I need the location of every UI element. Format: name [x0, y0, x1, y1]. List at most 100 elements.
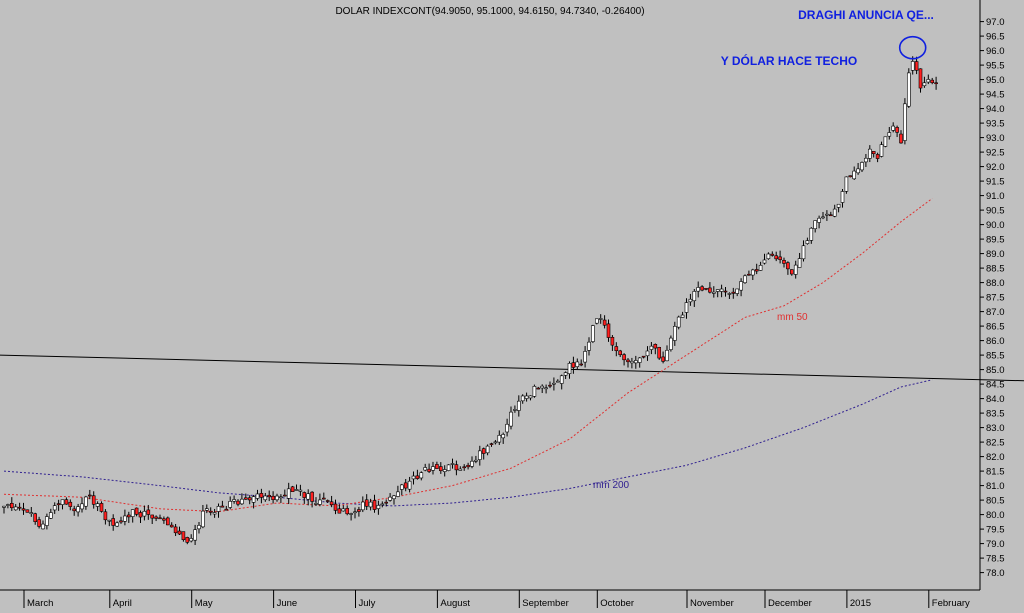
- candle-body-up: [520, 395, 525, 402]
- candle-body-down: [789, 269, 794, 275]
- x-tick-label: June: [277, 598, 298, 608]
- candle-body-up: [832, 208, 837, 217]
- candle-body-up: [29, 512, 34, 514]
- candle-body-up: [396, 491, 400, 497]
- candle-body-up: [711, 291, 716, 294]
- candle-body-up: [825, 213, 829, 216]
- y-tick-label: 84.5: [986, 380, 1005, 391]
- candle-body-down: [704, 288, 708, 290]
- candle-body-up: [388, 496, 392, 501]
- candle-body-up: [212, 512, 217, 515]
- ma50-label: mm 50: [777, 312, 808, 323]
- y-tick-label: 88.0: [986, 278, 1005, 289]
- trendline-layer: [0, 354, 1024, 382]
- candle-body-up: [598, 318, 603, 320]
- y-tick-label: 90.5: [986, 206, 1005, 217]
- y-tick-label: 91.0: [986, 191, 1005, 202]
- y-tick-label: 78.5: [986, 554, 1005, 565]
- candle-body-up: [645, 350, 650, 357]
- candle-body-up: [801, 245, 806, 260]
- candle-body-down: [641, 355, 646, 358]
- candle-body-up: [509, 411, 513, 427]
- candle-body-up: [353, 511, 357, 514]
- candle-body-down: [72, 508, 76, 512]
- candle-body-up: [844, 176, 849, 192]
- candle-body-down: [224, 508, 229, 511]
- candle-body-down: [127, 514, 131, 518]
- candle-body-up: [13, 506, 18, 511]
- trendline: [0, 354, 1024, 382]
- candle-body-down: [754, 269, 759, 272]
- candle-body-up: [411, 475, 416, 480]
- candle-body-up: [52, 505, 57, 511]
- candle-body-up: [41, 523, 45, 530]
- candle-body-up: [856, 168, 860, 174]
- candle-body-up: [575, 361, 580, 367]
- candle-body-down: [68, 501, 73, 507]
- candle-body-up: [380, 503, 385, 506]
- candle-body-down: [21, 508, 26, 511]
- candle-body-down: [786, 262, 790, 270]
- moving-average-layer: [3, 198, 933, 513]
- candle-body-up: [442, 469, 447, 472]
- candle-body-down: [119, 520, 123, 523]
- candle-body-up: [516, 400, 521, 411]
- ma50-line: [3, 198, 933, 513]
- candle-body-down: [770, 253, 775, 256]
- candle-body-up: [532, 386, 537, 397]
- y-tick-label: 83.0: [986, 423, 1005, 434]
- candle-body-up: [279, 496, 283, 499]
- y-tick-label: 80.0: [986, 510, 1005, 521]
- candle-body-up: [216, 506, 221, 512]
- x-tick-label: August: [440, 598, 470, 608]
- candle-body-down: [875, 154, 880, 159]
- candle-body-up: [883, 136, 888, 147]
- candle-body-up: [696, 287, 701, 292]
- candle-body-up: [501, 434, 506, 439]
- candle-body-up: [228, 501, 232, 508]
- candle-body-up: [2, 505, 6, 508]
- candle-body-up: [193, 529, 197, 541]
- y-tick-label: 92.5: [986, 148, 1005, 159]
- candle-body-down: [489, 443, 494, 445]
- candle-body-down: [302, 492, 307, 498]
- candle-body-up: [680, 314, 685, 318]
- candle-body-up: [497, 434, 502, 443]
- candle-body-up: [821, 216, 825, 219]
- candle-body-up: [630, 360, 634, 364]
- candle-body-up: [263, 495, 268, 501]
- candle-body-up: [123, 515, 127, 522]
- candle-body-up: [407, 480, 412, 490]
- candle-body-down: [657, 347, 662, 359]
- candle-body-down: [37, 519, 41, 527]
- candle-body-down: [606, 323, 611, 338]
- candle-body-down: [918, 68, 923, 89]
- candle-body-down: [774, 255, 779, 260]
- candle-body-up: [431, 466, 435, 471]
- y-tick-label: 97.0: [986, 17, 1005, 28]
- candle-body-down: [17, 506, 22, 509]
- candle-body-up: [864, 157, 868, 163]
- candle-body-up: [867, 148, 872, 159]
- candle-body-up: [318, 499, 322, 505]
- candle-body-up: [314, 503, 318, 505]
- y-tick-label: 91.5: [986, 177, 1005, 188]
- y-tick-label: 94.0: [986, 104, 1005, 115]
- candle-body-down: [56, 503, 61, 506]
- candle-body-up: [715, 289, 720, 292]
- y-tick-label: 84.0: [986, 394, 1005, 405]
- candle-body-up: [505, 423, 509, 433]
- y-tick-label: 87.5: [986, 293, 1005, 304]
- candle-body-up: [450, 463, 455, 465]
- candle-body-up: [392, 495, 396, 500]
- x-tick-label: October: [600, 598, 634, 608]
- candle-body-up: [591, 325, 595, 342]
- candle-body-up: [813, 220, 818, 230]
- candle-body-down: [220, 505, 225, 508]
- candle-body-up: [458, 468, 463, 471]
- y-tick-label: 81.0: [986, 481, 1005, 492]
- candle-body-down: [454, 464, 459, 471]
- candle-body-up: [793, 264, 798, 275]
- candle-body-down: [700, 286, 704, 291]
